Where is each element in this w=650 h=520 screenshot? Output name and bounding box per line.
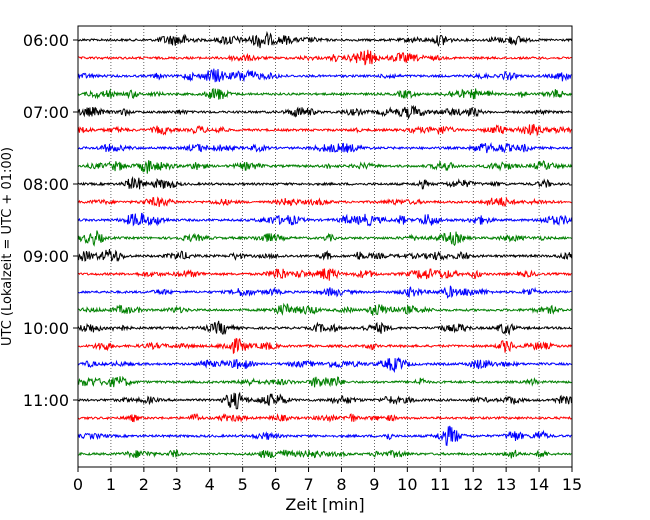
seismic-trace (77, 337, 572, 355)
y-axis-ticks: 06:00 07:00 08:00 09:00 10:00 11:00 (23, 31, 78, 410)
x-axis-ticks: 0 1 2 3 4 5 6 7 8 9 10 11 12 13 14 15 (73, 467, 582, 494)
seismic-trace (77, 212, 572, 227)
seismic-trace (77, 357, 572, 374)
x-tick-label: 13 (496, 475, 516, 494)
seismic-trace (77, 196, 572, 208)
x-tick-label: 15 (562, 475, 582, 494)
y-axis-label: UTC (Lokalzeit = UTC + 01:00) (0, 147, 15, 346)
x-tick-label: 7 (303, 475, 313, 494)
seismic-trace (77, 104, 572, 120)
seismic-trace (77, 123, 572, 137)
seismic-trace (77, 176, 572, 190)
seismic-trace (77, 68, 572, 83)
y-tick-label: 11:00 (23, 391, 69, 410)
seismic-trace (77, 375, 572, 388)
seismic-trace (77, 391, 572, 410)
y-tick-label: 08:00 (23, 175, 69, 194)
seismic-trace (77, 302, 572, 316)
x-tick-label: 8 (336, 475, 346, 494)
x-tick-label: 5 (238, 475, 248, 494)
y-tick-label: 10:00 (23, 319, 69, 338)
y-tick-label: 07:00 (23, 103, 69, 122)
x-tick-label: 9 (369, 475, 379, 494)
seismic-trace (77, 413, 572, 423)
seismic-traces (77, 30, 572, 459)
seismic-trace (77, 159, 572, 174)
seismic-trace (77, 142, 572, 154)
seismic-trace (77, 285, 572, 299)
seismic-trace (77, 87, 572, 100)
seismic-trace (77, 320, 572, 336)
x-tick-label: 4 (205, 475, 215, 494)
x-tick-label: 0 (73, 475, 83, 494)
seismic-trace (77, 425, 572, 447)
seismic-trace (77, 230, 572, 247)
seismic-trace (77, 249, 572, 262)
plot-frame (77, 25, 573, 468)
seismic-trace (77, 449, 572, 459)
x-tick-label: 11 (430, 475, 450, 494)
x-tick-label: 10 (397, 475, 417, 494)
x-tick-label: 14 (529, 475, 549, 494)
x-tick-label: 6 (271, 475, 281, 494)
seismic-trace (77, 268, 572, 281)
x-tick-label: 2 (139, 475, 149, 494)
y-tick-label: 09:00 (23, 247, 69, 266)
x-tick-label: 1 (106, 475, 116, 494)
x-axis-label: Zeit [min] (285, 495, 364, 514)
seismic-trace (77, 49, 572, 66)
x-tick-label: 12 (463, 475, 483, 494)
y-tick-label: 06:00 (23, 31, 69, 50)
x-tick-label: 3 (172, 475, 182, 494)
seismic-trace (77, 30, 572, 49)
